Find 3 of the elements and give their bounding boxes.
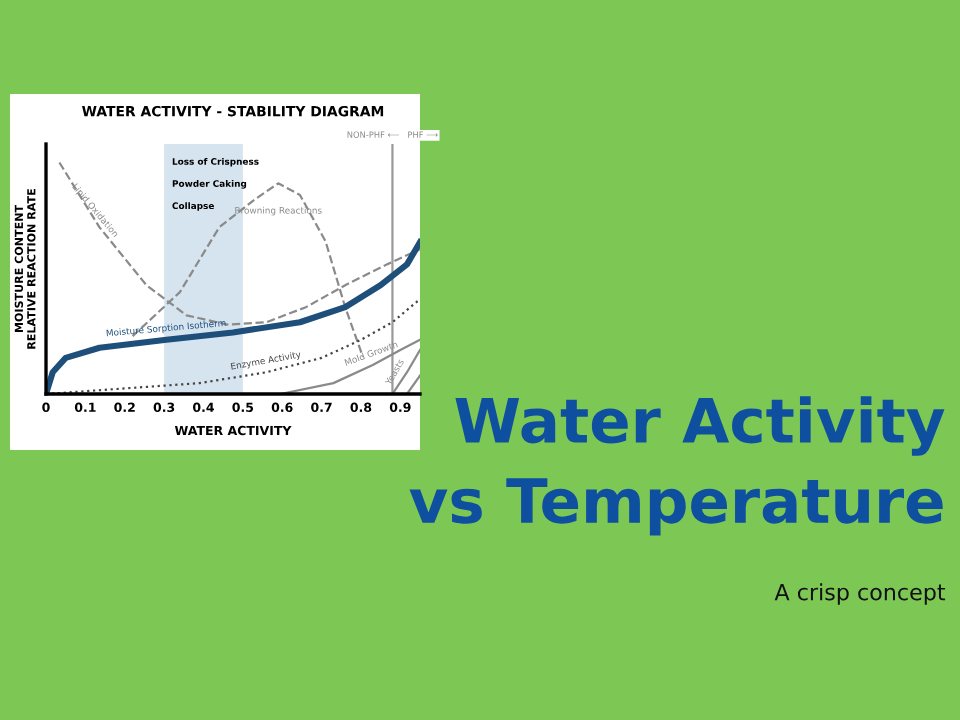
text: vs Temperature: [409, 478, 943, 536]
text: Water Activity: [455, 396, 945, 456]
text: A crisp concept: [774, 583, 946, 605]
